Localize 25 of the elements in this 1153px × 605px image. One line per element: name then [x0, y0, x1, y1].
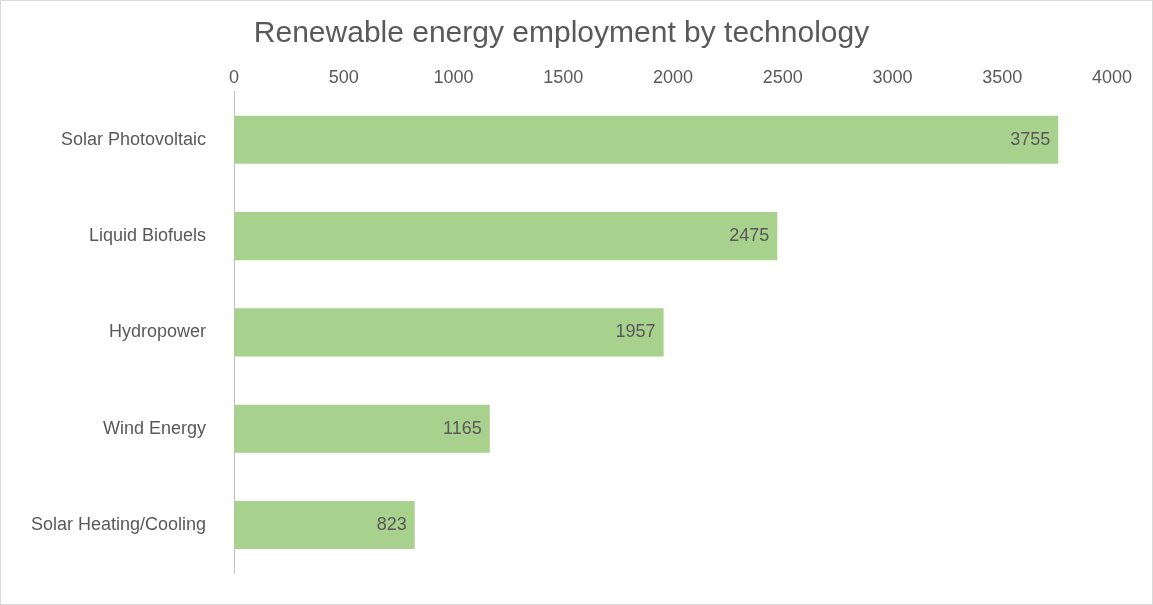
x-tick-label: 3000	[872, 66, 913, 87]
y-tick-label: Solar Photovoltaic	[61, 128, 207, 149]
bar	[234, 500, 415, 550]
y-tick-label: Liquid Biofuels	[89, 225, 207, 246]
chart-title: Renewable energy employment by technology	[253, 15, 870, 49]
data-label: 1165	[443, 417, 482, 438]
y-tick-label: Hydropower	[109, 321, 207, 342]
data-label: 3755	[1010, 128, 1051, 149]
data-label: 1957	[615, 321, 656, 342]
x-tick-label: 1000	[433, 66, 474, 87]
x-tick-label: 1500	[543, 66, 584, 87]
y-tick-label: Solar Heating/Cooling	[31, 514, 207, 535]
y-tick-label: Wind Energy	[103, 417, 207, 438]
bar	[234, 404, 490, 453]
x-tick-label: 2500	[762, 66, 803, 87]
data-label: 2475	[729, 225, 770, 246]
x-tick-label: 2000	[653, 66, 694, 87]
x-tick-label: 500	[328, 66, 359, 87]
bar	[234, 115, 1059, 164]
x-tick-label: 4000	[1091, 66, 1133, 87]
bar	[234, 212, 778, 261]
x-tick-label: 0	[229, 66, 240, 87]
x-tick-label: 3500	[982, 66, 1023, 87]
data-label: 823	[376, 514, 407, 535]
bar	[234, 308, 664, 357]
